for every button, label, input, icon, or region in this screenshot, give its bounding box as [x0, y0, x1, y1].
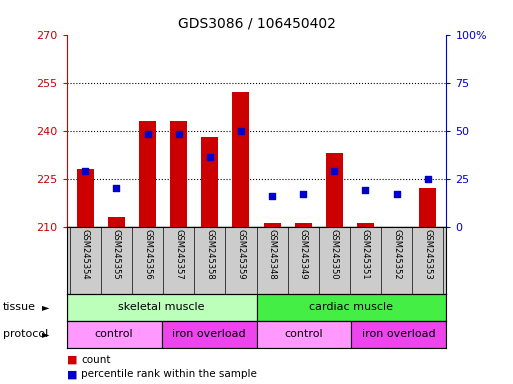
Text: percentile rank within the sample: percentile rank within the sample [81, 369, 257, 379]
Text: count: count [81, 355, 111, 365]
Point [174, 131, 183, 137]
Text: GSM245350: GSM245350 [330, 228, 339, 279]
Text: cardiac muscle: cardiac muscle [309, 302, 393, 312]
Text: GSM245349: GSM245349 [299, 228, 308, 279]
Text: control: control [95, 329, 133, 339]
Text: GSM245348: GSM245348 [268, 228, 277, 279]
Bar [201, 137, 219, 227]
Text: skeletal muscle: skeletal muscle [119, 302, 205, 312]
Bar [67, 294, 256, 321]
Text: GSM245358: GSM245358 [205, 228, 214, 279]
Text: ■: ■ [67, 355, 77, 365]
Point [299, 191, 307, 197]
Bar [67, 321, 162, 348]
Text: iron overload: iron overload [362, 329, 436, 339]
Point [206, 154, 214, 161]
Bar [139, 121, 156, 227]
Text: GSM245353: GSM245353 [423, 228, 432, 279]
Title: GDS3086 / 106450402: GDS3086 / 106450402 [177, 17, 336, 31]
Text: ►: ► [42, 302, 50, 312]
Bar [351, 321, 446, 348]
Point [330, 168, 339, 174]
Point [144, 131, 152, 137]
Bar [419, 188, 436, 227]
Text: control: control [285, 329, 323, 339]
Bar [264, 223, 281, 227]
Text: GSM245355: GSM245355 [112, 228, 121, 279]
Point [424, 175, 432, 182]
Bar [77, 169, 94, 227]
Bar [108, 217, 125, 227]
Bar [357, 223, 374, 227]
Text: GSM245351: GSM245351 [361, 228, 370, 279]
Point [361, 187, 369, 193]
Bar [294, 223, 312, 227]
Text: ■: ■ [67, 369, 77, 379]
Bar [162, 321, 256, 348]
Bar [326, 153, 343, 227]
Point [268, 193, 276, 199]
Text: protocol: protocol [3, 329, 48, 339]
Text: GSM245357: GSM245357 [174, 228, 183, 279]
Text: GSM245352: GSM245352 [392, 228, 401, 279]
Text: ►: ► [42, 329, 50, 339]
Text: GSM245354: GSM245354 [81, 228, 90, 279]
Bar [256, 294, 446, 321]
Text: iron overload: iron overload [172, 329, 246, 339]
Point [237, 127, 245, 134]
Bar [170, 121, 187, 227]
Point [112, 185, 121, 191]
Text: GSM245356: GSM245356 [143, 228, 152, 279]
Bar [232, 92, 249, 227]
Point [392, 191, 401, 197]
Text: GSM245359: GSM245359 [236, 228, 245, 279]
Bar [256, 321, 351, 348]
Text: tissue: tissue [3, 302, 35, 312]
Point [81, 168, 89, 174]
